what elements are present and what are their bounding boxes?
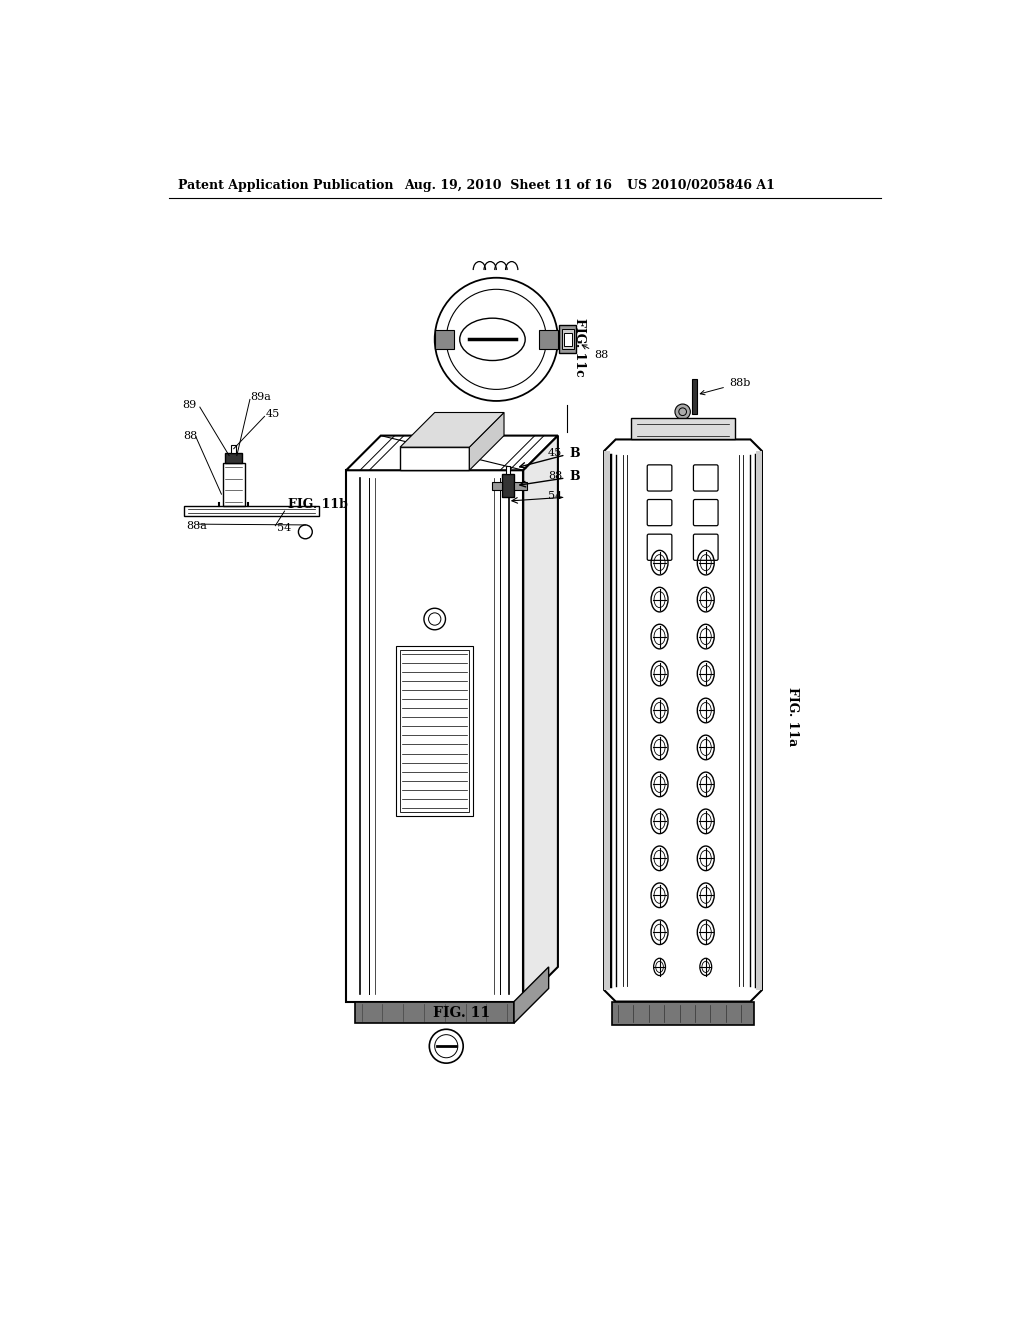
Text: 54: 54: [276, 523, 291, 533]
Text: Patent Application Publication: Patent Application Publication: [178, 178, 394, 191]
Text: FIG. 11c: FIG. 11c: [573, 318, 587, 376]
Polygon shape: [604, 451, 610, 990]
Polygon shape: [559, 326, 577, 354]
Polygon shape: [355, 1002, 514, 1023]
Polygon shape: [493, 482, 502, 490]
Text: 89a: 89a: [250, 392, 270, 403]
Text: 88: 88: [582, 345, 608, 360]
Polygon shape: [756, 451, 762, 990]
Text: 88: 88: [183, 430, 198, 441]
Polygon shape: [400, 412, 504, 447]
Text: 88: 88: [548, 471, 562, 482]
Text: FIG. 11a: FIG. 11a: [786, 686, 800, 746]
Text: FIG. 11b: FIG. 11b: [289, 499, 348, 511]
Polygon shape: [514, 966, 549, 1023]
Polygon shape: [225, 453, 243, 463]
Polygon shape: [502, 474, 514, 498]
Polygon shape: [514, 482, 527, 490]
Text: 88b: 88b: [700, 379, 751, 395]
Text: 45: 45: [265, 409, 280, 418]
Polygon shape: [400, 447, 469, 470]
Text: 54: 54: [548, 491, 562, 500]
Text: B: B: [569, 470, 580, 483]
Polygon shape: [506, 466, 510, 474]
Text: US 2010/0205846 A1: US 2010/0205846 A1: [628, 178, 775, 191]
Polygon shape: [469, 412, 504, 470]
Text: B: B: [569, 446, 580, 459]
Polygon shape: [435, 330, 454, 348]
Polygon shape: [562, 330, 574, 350]
Polygon shape: [692, 379, 696, 414]
Polygon shape: [523, 436, 558, 1002]
Polygon shape: [231, 445, 237, 453]
Polygon shape: [631, 418, 735, 440]
Text: FIG. 11: FIG. 11: [433, 1006, 490, 1020]
Polygon shape: [346, 436, 558, 470]
Text: 89: 89: [182, 400, 197, 409]
Polygon shape: [539, 330, 558, 348]
Text: Aug. 19, 2010  Sheet 11 of 16: Aug. 19, 2010 Sheet 11 of 16: [403, 178, 611, 191]
Polygon shape: [611, 1002, 755, 1024]
Circle shape: [675, 404, 690, 420]
Text: 88a: 88a: [186, 520, 207, 531]
Polygon shape: [564, 333, 571, 346]
Text: 45: 45: [548, 449, 562, 458]
